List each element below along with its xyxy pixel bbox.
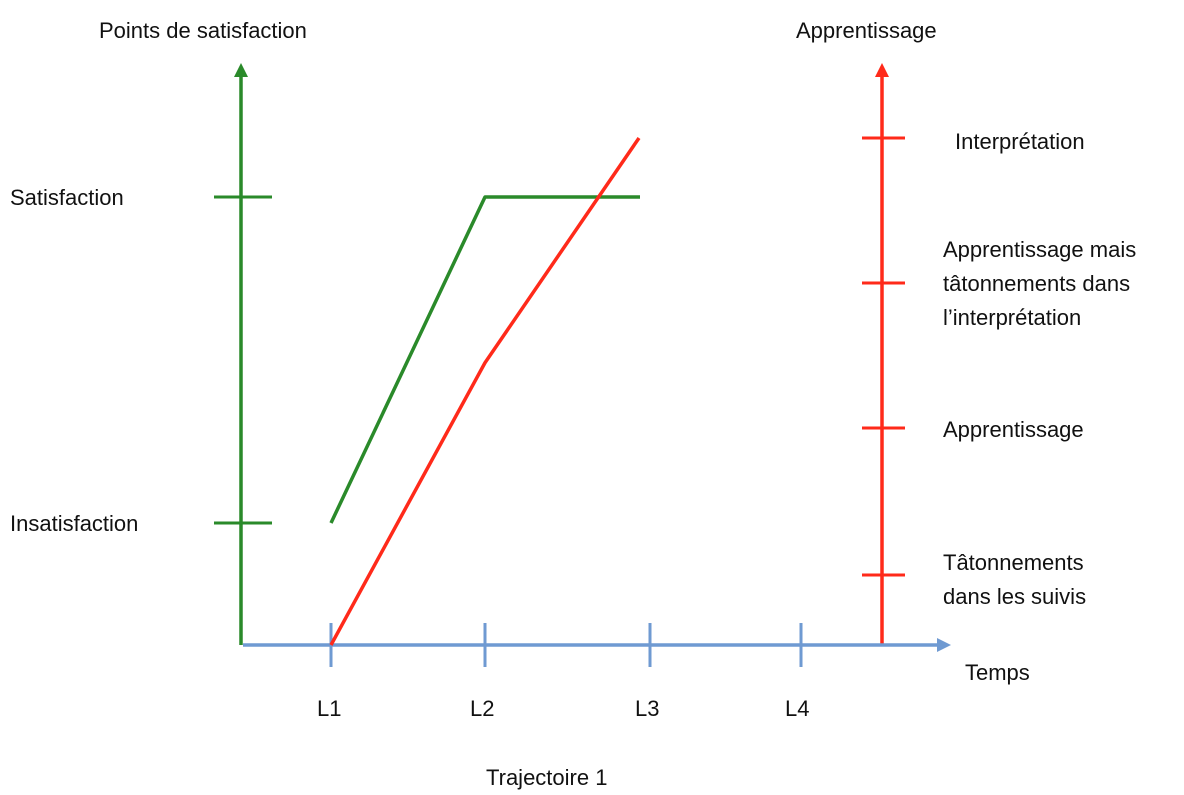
satisfaction-trajectory-line xyxy=(329,195,640,524)
right-level-label: Interprétation xyxy=(955,129,1085,154)
chart-title: Trajectoire 1 xyxy=(486,765,608,790)
left-level-label: Satisfaction xyxy=(10,185,124,210)
x-tick-label: L2 xyxy=(470,696,495,721)
satisfaction-axis-title: Points de satisfaction xyxy=(99,18,307,43)
learning-trajectory-line xyxy=(329,137,641,646)
time-axis-title: Temps xyxy=(965,660,1030,685)
right-level-label: Apprentissage mais tâtonnements dans l’i… xyxy=(943,237,1137,330)
right-level-label: Apprentissage xyxy=(943,417,1084,442)
x-tick-label: L1 xyxy=(317,696,342,721)
right-level-label: Tâtonnements dans les suivis xyxy=(943,550,1087,609)
x-tick-label: L3 xyxy=(635,696,660,721)
learning-axis-title: Apprentissage xyxy=(796,18,937,43)
left-level-label: Insatisfaction xyxy=(10,511,139,536)
x-tick-label: L4 xyxy=(785,696,810,721)
